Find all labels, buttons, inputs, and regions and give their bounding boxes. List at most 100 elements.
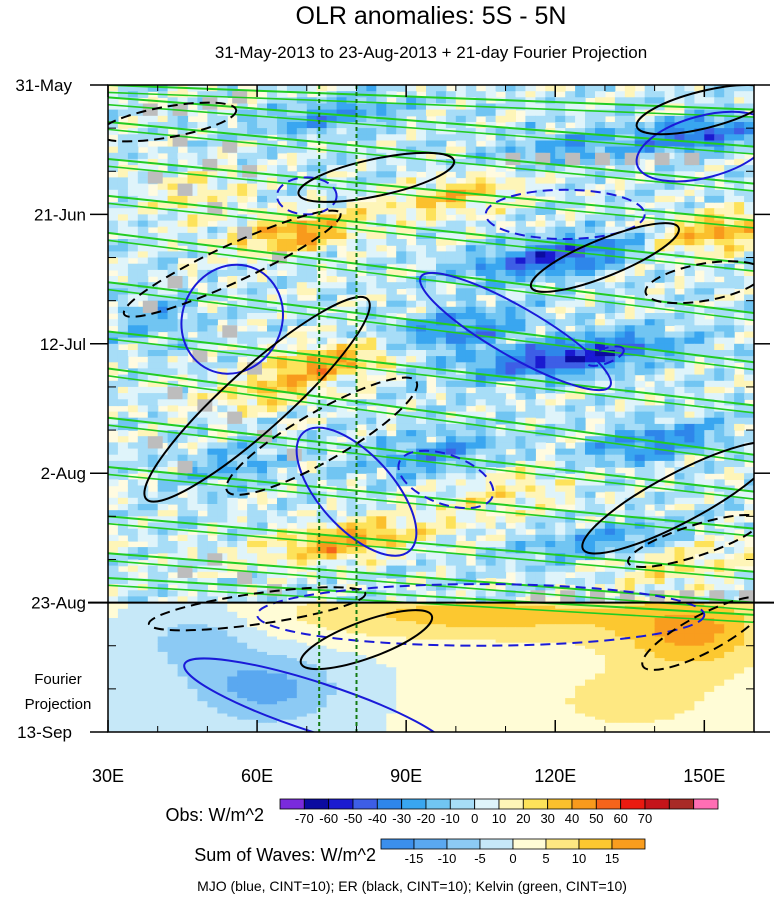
obs-cell (207, 436, 218, 443)
obs-cell (326, 596, 338, 604)
obs-cell (167, 208, 179, 215)
obs-cell (455, 85, 467, 92)
obs-cell (137, 430, 149, 437)
obs-cell (306, 319, 318, 326)
obs-cell (426, 220, 437, 228)
obs-cell (296, 516, 308, 524)
obs-cell (217, 442, 228, 450)
obs-cell (137, 165, 149, 172)
obs-cell (535, 319, 546, 326)
obs-cell (575, 590, 586, 598)
obs-cell (167, 547, 179, 554)
obs-cell (465, 411, 477, 419)
obs-cell (734, 269, 745, 277)
obs-cell (575, 306, 586, 314)
obs-cell (694, 485, 705, 493)
obs-cell (137, 460, 149, 468)
obs-cell (445, 436, 457, 443)
obs-cell (217, 553, 228, 561)
obs-cell (346, 510, 357, 517)
obs-cell (356, 553, 367, 561)
obs-cell (565, 510, 576, 517)
obs-cell (535, 171, 546, 179)
obs-cell (515, 380, 526, 388)
obs-cell (445, 380, 457, 388)
obs-cell (157, 467, 169, 474)
obs-cell (575, 442, 586, 450)
obs-cell (495, 245, 507, 252)
obs-cell (614, 171, 626, 179)
obs-cell (734, 541, 745, 548)
obs-cell (465, 485, 477, 493)
obs-cell (555, 541, 566, 548)
obs-cell (217, 356, 228, 363)
obs-cell (575, 497, 586, 505)
obs-cell (555, 578, 566, 585)
obs-cell (167, 596, 179, 604)
obs-cell (366, 276, 377, 283)
obs-cell (247, 226, 258, 234)
obs-cell (604, 534, 616, 542)
obs-cell (505, 109, 516, 117)
obs-cell (257, 165, 268, 172)
obs-cell (694, 177, 705, 185)
obs-cell (177, 553, 189, 561)
obs-cell (366, 177, 377, 185)
obs-cell (475, 134, 487, 142)
obs-cell (465, 245, 477, 252)
obs-cell (167, 356, 179, 363)
obs-cell (525, 479, 536, 487)
obs-cell (346, 350, 357, 357)
obs-cell (475, 584, 487, 591)
obs-cell (624, 165, 636, 172)
obs-cell (406, 571, 417, 579)
obs-cell (724, 325, 735, 333)
obs-cell (157, 177, 169, 185)
obs-cell (614, 165, 626, 172)
obs-cell (426, 202, 437, 209)
obs-cell (336, 374, 348, 382)
obs-cell (117, 183, 129, 191)
obs-cell (445, 565, 457, 573)
obs-cell (396, 226, 407, 234)
obs-cell (495, 85, 507, 92)
obs-cell (237, 547, 248, 554)
obs-cell (694, 479, 705, 487)
obs-cell (386, 294, 397, 302)
obs-cell (714, 467, 725, 474)
obs-cell (426, 565, 437, 573)
obs-cell (108, 448, 119, 456)
obs-cell (515, 584, 526, 591)
obs-cell (356, 171, 367, 179)
obs-cell (515, 590, 526, 598)
obs-cell (495, 411, 507, 419)
obs-cell (565, 232, 576, 240)
obs-cell (227, 183, 238, 191)
obs-cell (426, 522, 437, 530)
obs-cell (227, 306, 238, 314)
obs-cell (396, 559, 407, 567)
obs-cell (167, 522, 179, 530)
obs-cell (624, 177, 636, 185)
obs-cell (545, 337, 556, 345)
obs-cell (267, 214, 278, 222)
obs-cell (386, 448, 397, 456)
obs-cell (356, 491, 367, 499)
obs-cell (366, 171, 377, 179)
obs-cell (545, 109, 556, 117)
obs-cell (426, 479, 437, 487)
obs-cell (326, 460, 338, 468)
obs-cell (714, 393, 725, 400)
obs-cell (177, 294, 189, 302)
obs-cell (286, 103, 298, 111)
obs-cell (654, 337, 666, 345)
obs-cell (704, 282, 715, 289)
obs-cell (535, 356, 546, 363)
obs-cell (117, 91, 129, 98)
obs-cell (316, 368, 328, 376)
obs-cell (396, 442, 407, 450)
obs-cell (495, 491, 507, 499)
obs-cell (366, 337, 377, 345)
obs-cell (167, 313, 179, 320)
obs-cell (177, 356, 189, 363)
